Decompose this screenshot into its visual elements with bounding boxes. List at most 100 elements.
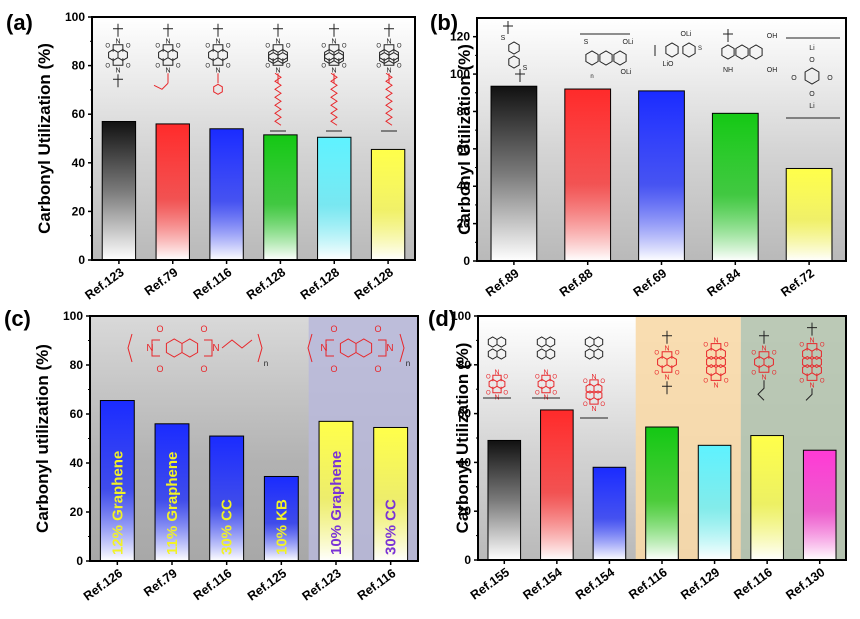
- bar: [317, 136, 352, 261]
- x-tick-label: Ref.130: [783, 565, 827, 602]
- atom-label: O: [724, 378, 729, 384]
- bar: [490, 85, 538, 262]
- atom-label: O: [703, 343, 708, 349]
- bar-label: 10% Graphene: [328, 451, 345, 555]
- atom-label: N: [494, 369, 499, 376]
- bar: [697, 444, 732, 561]
- atom-label: N: [809, 382, 814, 389]
- x-tick-label: Ref.123: [300, 566, 344, 603]
- molecule-structure: NNO OO O: [205, 23, 231, 95]
- y-tick-label: 20: [72, 204, 86, 218]
- atom-label: O: [552, 374, 557, 380]
- atom-label: O: [503, 391, 508, 397]
- atom-label: O: [376, 44, 381, 50]
- bar-label: 12% Graphene: [109, 451, 126, 555]
- atom-label: O: [724, 343, 729, 349]
- atom-label: O: [397, 63, 402, 69]
- atom-label: O: [126, 44, 131, 50]
- molecule-structure: NNO OO O: [153, 23, 181, 90]
- x-tick-label: Ref.128: [298, 265, 342, 302]
- atom-label: S: [501, 35, 506, 42]
- x-tick-label: Ref.128: [244, 265, 288, 302]
- atom-label: O: [703, 378, 708, 384]
- panel-label: (b): [430, 10, 458, 35]
- y-tick-label: 80: [458, 358, 472, 372]
- atom-label: O: [156, 324, 163, 334]
- atom-label: O: [397, 44, 402, 50]
- atom-label: N: [215, 67, 220, 74]
- atom-label: O: [155, 63, 160, 69]
- atom-label: O: [330, 324, 337, 334]
- panel-label: (c): [4, 306, 31, 331]
- bar: [540, 409, 574, 561]
- y-axis-label: Carbonyl Utilization (%): [455, 44, 474, 235]
- atom-label: O: [486, 374, 491, 380]
- atom-label: O: [600, 402, 605, 408]
- molecule-structure: N NO OO On: [127, 324, 268, 374]
- atom-label: O: [226, 63, 231, 69]
- y-tick-label: 100: [451, 309, 471, 323]
- molecule-structure: Li O O O O Li: [786, 37, 840, 119]
- atom-label: N: [591, 374, 596, 381]
- atom-label: O: [376, 63, 381, 69]
- y-tick-label: 20: [458, 504, 472, 518]
- atom-label: O: [265, 63, 270, 69]
- atom-label: O: [600, 379, 605, 385]
- bar: [564, 88, 612, 262]
- molecule-structure: NNO OO O: [105, 23, 131, 88]
- atom-label: O: [654, 351, 659, 357]
- y-tick-label: 0: [463, 254, 470, 268]
- atom-label: O: [820, 343, 825, 349]
- bar: [155, 123, 190, 261]
- atom-label: O: [155, 44, 160, 50]
- atom-label: N: [215, 39, 220, 46]
- atom-label: O: [342, 44, 347, 50]
- atom-label: N: [212, 343, 219, 354]
- atom-label: O: [176, 44, 181, 50]
- atom-label: n: [264, 359, 268, 368]
- plot-background: [92, 17, 415, 260]
- atom-label: O: [751, 351, 756, 357]
- y-axis-label: Carbonyl Utilization (%): [453, 343, 472, 534]
- atom-label: O: [535, 374, 540, 380]
- bar: [263, 134, 298, 261]
- atom-label: O: [799, 343, 804, 349]
- y-tick-label: 100: [450, 67, 470, 81]
- x-tick-label: Ref.89: [483, 266, 522, 299]
- panel-label: (a): [6, 10, 33, 35]
- atom-label: O: [321, 63, 326, 69]
- atom-label: N: [761, 374, 766, 381]
- x-tick-label: Ref.88: [557, 266, 596, 299]
- y-tick-label: 0: [76, 554, 83, 568]
- y-tick-label: 60: [70, 407, 84, 421]
- bar: [154, 423, 190, 562]
- atom-label: O: [126, 63, 131, 69]
- atom-label: O: [799, 378, 804, 384]
- atom-label: O: [265, 44, 270, 50]
- bar-label: 11% Graphene: [164, 452, 181, 555]
- y-tick-label: 40: [457, 179, 471, 193]
- atom-label: O: [176, 63, 181, 69]
- atom-label: OH: [767, 33, 778, 40]
- x-tick-label: Ref.116: [191, 265, 235, 302]
- molecule-structure: NNO OO O: [703, 338, 729, 390]
- atom-label: N: [331, 67, 336, 74]
- atom-label: n: [406, 359, 410, 368]
- x-tick-label: Ref.72: [778, 266, 817, 299]
- bar: [711, 112, 759, 262]
- bar: [802, 449, 837, 561]
- atom-label: S: [584, 39, 589, 46]
- x-tick-label: Ref.116: [191, 566, 235, 603]
- y-tick-label: 100: [65, 10, 85, 24]
- x-tick-label: Ref.155: [468, 565, 512, 602]
- atom-label: O: [105, 44, 110, 50]
- atom-label: N: [713, 338, 718, 345]
- atom-label: N: [664, 346, 669, 353]
- y-tick-label: 40: [72, 156, 86, 170]
- atom-label: O: [156, 364, 163, 374]
- y-axis-label: Carbonyl utilization (%): [33, 344, 52, 533]
- molecule-structure: [379, 52, 399, 64]
- y-tick-label: 60: [458, 407, 472, 421]
- atom-label: N: [146, 343, 153, 354]
- y-tick-label: 100: [63, 309, 83, 323]
